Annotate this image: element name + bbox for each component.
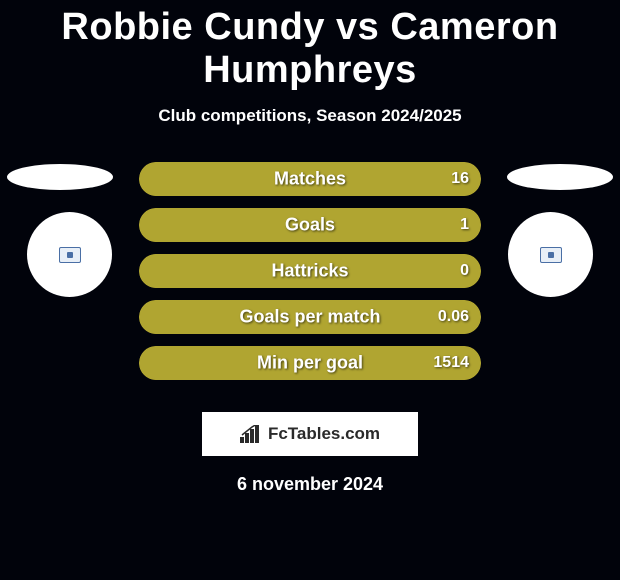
subtitle: Club competitions, Season 2024/2025: [0, 106, 620, 126]
placeholder-icon: [59, 247, 81, 263]
bar-label: Goals: [139, 215, 481, 236]
stat-bar: Goals1: [139, 208, 481, 242]
player-right-badge: [508, 212, 593, 297]
stat-bar: Min per goal1514: [139, 346, 481, 380]
logo-text: FcTables.com: [268, 424, 380, 444]
placeholder-icon: [540, 247, 562, 263]
ellipse-left-decoration: [7, 164, 113, 190]
bar-label: Goals per match: [139, 307, 481, 328]
bar-value: 1: [460, 216, 469, 234]
bar-label: Hattricks: [139, 261, 481, 282]
comparison-chart: Matches16 Goals1 Hattricks0 Goals per match…: [0, 162, 620, 392]
bar-value: 0.06: [438, 308, 469, 326]
chart-icon: [240, 425, 262, 443]
bar-value: 0: [460, 262, 469, 280]
stat-bar: Goals per match0.06: [139, 300, 481, 334]
logo-box: FcTables.com: [202, 412, 418, 456]
player-left-badge: [27, 212, 112, 297]
bar-label: Matches: [139, 169, 481, 190]
date-label: 6 november 2024: [0, 474, 620, 495]
stat-bar: Hattricks0: [139, 254, 481, 288]
stat-bar: Matches16: [139, 162, 481, 196]
bar-value: 1514: [433, 354, 469, 372]
page-title: Robbie Cundy vs Cameron Humphreys: [0, 0, 620, 92]
bars-container: Matches16 Goals1 Hattricks0 Goals per match…: [139, 162, 481, 392]
bar-value: 16: [451, 170, 469, 188]
ellipse-right-decoration: [507, 164, 613, 190]
bar-label: Min per goal: [139, 353, 481, 374]
